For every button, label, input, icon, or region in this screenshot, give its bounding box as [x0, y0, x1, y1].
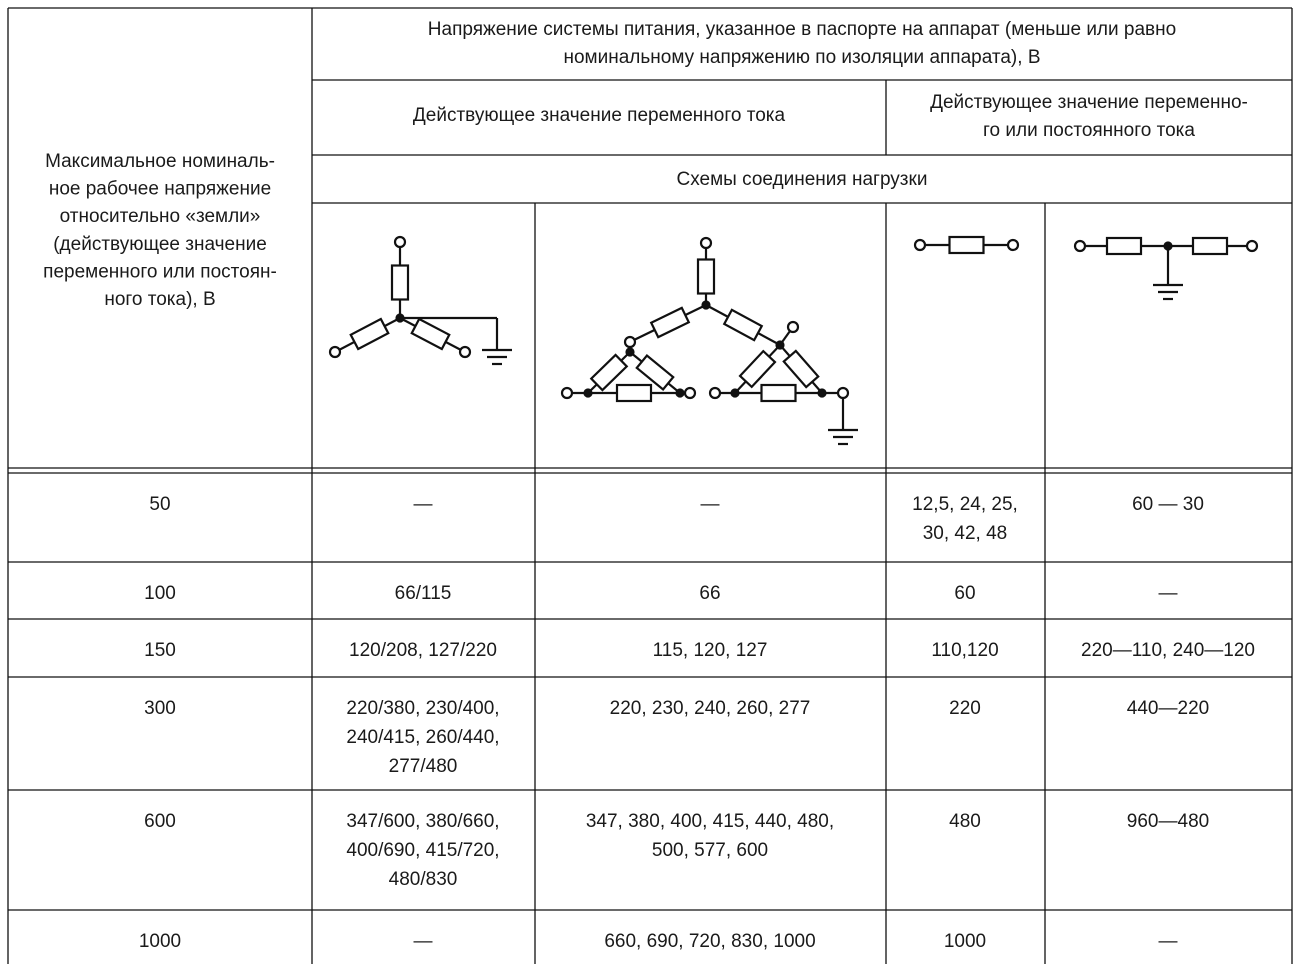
cell-text: ного тока), В — [104, 289, 215, 310]
cell-text: 480 — [949, 811, 981, 832]
resistor — [1191, 236, 1229, 256]
cell-text: — — [1159, 583, 1178, 604]
cell-text: 66 — [699, 583, 720, 604]
resistor — [722, 308, 764, 342]
cell-text: 100 — [144, 583, 176, 604]
cell-text: 110,120 — [931, 640, 998, 661]
terminal — [560, 386, 574, 400]
cell-text: — — [414, 931, 433, 952]
node — [817, 388, 827, 398]
cell-text: — — [1159, 931, 1178, 952]
cell-text: 277/480 — [389, 756, 458, 777]
cell-text: 300 — [144, 698, 176, 719]
cell-text: Действующее значение переменно- — [930, 92, 1248, 113]
cell-text: 12,5, 24, 25, — [912, 494, 1018, 515]
terminal — [623, 335, 637, 349]
terminal — [1006, 238, 1020, 252]
cell-text: номинальному напряжению по изоляции аппа… — [564, 47, 1041, 68]
cell-text: 347, 380, 400, 415, 440, 480, — [586, 811, 834, 832]
cell-text: го или постоянного тока — [983, 120, 1195, 141]
terminal — [699, 236, 713, 250]
terminal — [836, 386, 850, 400]
resistor — [589, 353, 629, 392]
cell-text: 115, 120, 127 — [653, 640, 768, 661]
node — [701, 300, 711, 310]
terminal — [328, 345, 342, 359]
cell-text: — — [414, 494, 433, 515]
node — [775, 340, 785, 350]
resistor — [349, 317, 390, 351]
resistor — [649, 306, 691, 339]
terminal — [683, 386, 697, 400]
cell-text: 480/830 — [389, 869, 458, 890]
resistor — [760, 383, 797, 403]
cell-text: 120/208, 127/220 — [349, 640, 497, 661]
node — [625, 347, 635, 357]
cell-text: 600 — [144, 811, 176, 832]
cell-text: 400/690, 415/720, — [346, 840, 499, 861]
node — [395, 313, 405, 323]
cell-text: 60 — 30 — [1132, 494, 1204, 515]
cell-text: 1000 — [139, 931, 181, 952]
node — [1163, 241, 1173, 251]
cell-text: Максимальное номиналь- — [45, 151, 275, 172]
cell-text: 240/415, 260/440, — [346, 727, 499, 748]
cell-text: 347/600, 380/660, — [346, 811, 499, 832]
cell-text: 660, 690, 720, 830, 1000 — [604, 931, 815, 952]
cell-text: 220—110, 240—120 — [1081, 640, 1255, 661]
resistor — [390, 264, 410, 301]
node — [583, 388, 593, 398]
cell-text: 1000 — [944, 931, 986, 952]
node — [730, 388, 740, 398]
terminal — [1245, 239, 1259, 253]
cell-text: Напряжение системы питания, указанное в … — [428, 19, 1176, 40]
cell-text: 66/115 — [395, 583, 452, 604]
resistor — [948, 235, 985, 255]
cell-text: 440—220 — [1127, 698, 1209, 719]
cell-text: Схемы соединения нагрузки — [677, 169, 928, 190]
terminal — [1073, 239, 1087, 253]
resistor — [410, 317, 451, 351]
cell-text: (действующее значение — [53, 234, 267, 255]
terminal — [786, 320, 800, 334]
cell-text: — — [701, 494, 720, 515]
terminal — [708, 386, 722, 400]
cell-text: 220/380, 230/400, — [346, 698, 499, 719]
terminal — [393, 235, 407, 249]
cell-text: Действующее значение переменного тока — [413, 105, 786, 126]
cell-text: 960—480 — [1127, 811, 1209, 832]
resistor — [1105, 236, 1143, 256]
cell-text: 60 — [954, 583, 975, 604]
cell-text: относительно «земли» — [60, 206, 261, 227]
resistor — [615, 383, 653, 403]
resistor — [782, 349, 820, 389]
resistor — [635, 353, 675, 392]
cell-text: 50 — [149, 494, 170, 515]
cell-text: 30, 42, 48 — [923, 523, 1008, 544]
terminal — [913, 238, 927, 252]
node — [675, 388, 685, 398]
cell-text: ное рабочее напряжение — [49, 179, 271, 200]
terminal — [458, 345, 472, 359]
resistor — [696, 258, 716, 295]
cell-text: 150 — [144, 640, 176, 661]
resistor — [738, 349, 777, 389]
cell-text: 220, 230, 240, 260, 277 — [610, 698, 811, 719]
cell-text: 220 — [949, 698, 981, 719]
cell-text: переменного или постоян- — [43, 261, 277, 282]
cell-text: 500, 577, 600 — [652, 840, 768, 861]
